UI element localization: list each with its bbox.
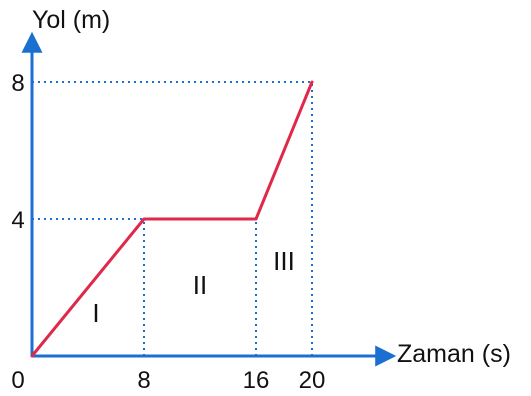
series-line [30, 80, 314, 358]
region-label: I [92, 298, 99, 328]
x-tick-label: 0 [11, 367, 24, 394]
x-tick-label: 8 [137, 367, 150, 394]
series-layer [30, 80, 314, 358]
x-tick-labels: 0 8 16 20 [11, 367, 325, 394]
x-tick-label: 20 [299, 367, 326, 394]
x-axis-title: Zaman (s) [397, 340, 511, 368]
region-label: II [193, 270, 207, 300]
x-tick-label: 16 [243, 367, 270, 394]
y-axis-title: Yol (m) [32, 6, 110, 34]
y-tick-label: 4 [11, 207, 24, 234]
y-tick-labels: 48 [11, 70, 24, 234]
region-label: III [273, 246, 295, 276]
guide-lines [32, 81, 313, 356]
y-tick-label: 8 [11, 70, 24, 97]
